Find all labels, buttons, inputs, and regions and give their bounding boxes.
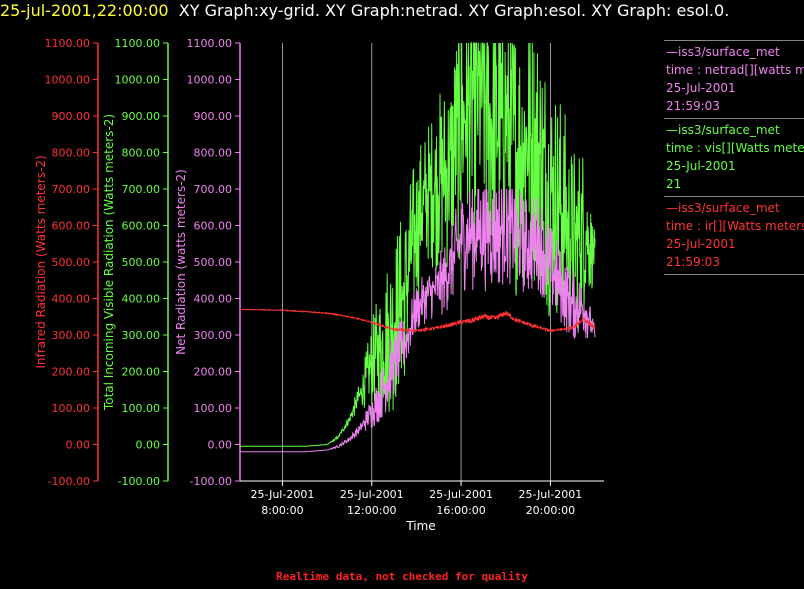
y-tick-label: 600.00 <box>52 220 91 233</box>
y-tick-label: 100.00 <box>52 402 91 415</box>
y-tick-label: 300.00 <box>122 329 161 342</box>
y-tick-label: 900.00 <box>122 110 161 123</box>
page-title: 25-jul-2001,22:00:00 XY Graph:xy-grid. X… <box>0 0 804 22</box>
x-tick-label: 25-Jul-2001 <box>518 488 582 501</box>
legend-var: time : ir[][Watts meters-2] <box>666 219 804 233</box>
x-tick-label: 8:00:00 <box>261 504 303 517</box>
y-axis-0: -100.00 0.00 100.00 200.00 300.00 400.00 500.0… <box>34 37 99 488</box>
title-text: XY Graph:xy-grid. XY Graph:netrad. XY Gr… <box>178 1 730 20</box>
y-tick-label: 500.00 <box>52 256 91 269</box>
legend-source: —iss3/surface_met <box>666 201 780 215</box>
x-tick-label: 25-Jul-2001 <box>340 488 404 501</box>
legend-time: 21:59:03 <box>666 99 720 113</box>
y-tick-label: 0.00 <box>66 439 91 452</box>
y-tick-label: 200.00 <box>194 366 233 379</box>
x-axis-label: Time <box>405 519 435 533</box>
legend-divider <box>664 274 804 280</box>
legend-time: 21 <box>666 177 682 191</box>
axes-layer: -100.00 0.00 100.00 200.00 300.00 400.00 500.0… <box>34 37 241 488</box>
y-tick-label: -100.00 <box>190 475 232 488</box>
legend-var: time : vis[][Watts meters-2] <box>666 141 804 155</box>
series-layer <box>239 42 596 453</box>
legend-date: 25-Jul-2001 <box>666 159 736 173</box>
y-tick-label: 500.00 <box>122 256 161 269</box>
y-axis-1: -100.00 0.00 100.00 200.00 300.00 400.00 500.0… <box>102 37 169 488</box>
x-tick-label: 25-Jul-2001 <box>251 488 315 501</box>
y-tick-label: 500.00 <box>194 256 233 269</box>
y-tick-label: 900.00 <box>52 110 91 123</box>
legend-source: —iss3/surface_met <box>666 45 780 59</box>
y-tick-label: 400.00 <box>122 293 161 306</box>
y-axis-2: -100.00 0.00 100.00 200.00 300.00 400.00 500.0… <box>174 37 241 488</box>
x-tick-label: 20:00:00 <box>526 504 575 517</box>
y-tick-label: -100.00 <box>118 475 160 488</box>
y-tick-label: 200.00 <box>52 366 91 379</box>
y-tick-label: 1000.00 <box>45 74 91 87</box>
y-tick-label: 900.00 <box>194 110 233 123</box>
footer-note: Realtime data, not checked for quality <box>276 570 528 583</box>
series-ir <box>239 308 596 334</box>
title-date: 25-jul-2001,22:00:00 <box>0 1 169 20</box>
y-tick-label: 400.00 <box>52 293 91 306</box>
y-tick-label: 100.00 <box>194 402 233 415</box>
y-tick-label: 1100.00 <box>115 37 161 50</box>
x-tick-label: 16:00:00 <box>436 504 485 517</box>
y-tick-label: 800.00 <box>122 147 161 160</box>
y-tick-label: 800.00 <box>194 147 233 160</box>
y-axis-label: Infrared Radiation (Watts meters-2) <box>34 155 48 368</box>
y-tick-label: 200.00 <box>122 366 161 379</box>
y-tick-label: 400.00 <box>194 293 233 306</box>
y-tick-label: 600.00 <box>194 220 233 233</box>
y-tick-label: 300.00 <box>194 329 233 342</box>
series-vis <box>240 42 596 447</box>
series-netrad <box>240 188 596 453</box>
legend-date: 25-Jul-2001 <box>666 81 736 95</box>
x-tick-label: 25-Jul-2001 <box>429 488 493 501</box>
y-tick-label: 0.00 <box>136 439 161 452</box>
y-axis-label: Total Incoming Visible Radiation (Watts … <box>102 114 116 411</box>
y-tick-label: 1100.00 <box>45 37 91 50</box>
legend-date: 25-Jul-2001 <box>666 237 736 251</box>
y-tick-label: 1000.00 <box>115 74 161 87</box>
y-tick-label: 100.00 <box>122 402 161 415</box>
legend-time: 21:59:03 <box>666 255 720 269</box>
y-tick-label: -100.00 <box>48 475 90 488</box>
y-tick-label: 300.00 <box>52 329 91 342</box>
y-axis-label: Net Radiation (watts meters-2) <box>174 169 188 355</box>
y-tick-label: 800.00 <box>52 147 91 160</box>
y-tick-label: 600.00 <box>122 220 161 233</box>
y-tick-label: 1000.00 <box>187 74 233 87</box>
legend-var: time : netrad[][watts meters-2] <box>666 63 804 77</box>
y-tick-label: 700.00 <box>52 183 91 196</box>
x-axis: 25-Jul-2001 8:00:00 25-Jul-2001 12:00:00 25-… <box>240 480 604 533</box>
legend-source: —iss3/surface_met <box>666 123 780 137</box>
y-tick-label: 700.00 <box>122 183 161 196</box>
y-tick-label: 700.00 <box>194 183 233 196</box>
y-tick-label: 0.00 <box>208 439 233 452</box>
y-tick-label: 1100.00 <box>187 37 233 50</box>
x-tick-label: 12:00:00 <box>347 504 396 517</box>
